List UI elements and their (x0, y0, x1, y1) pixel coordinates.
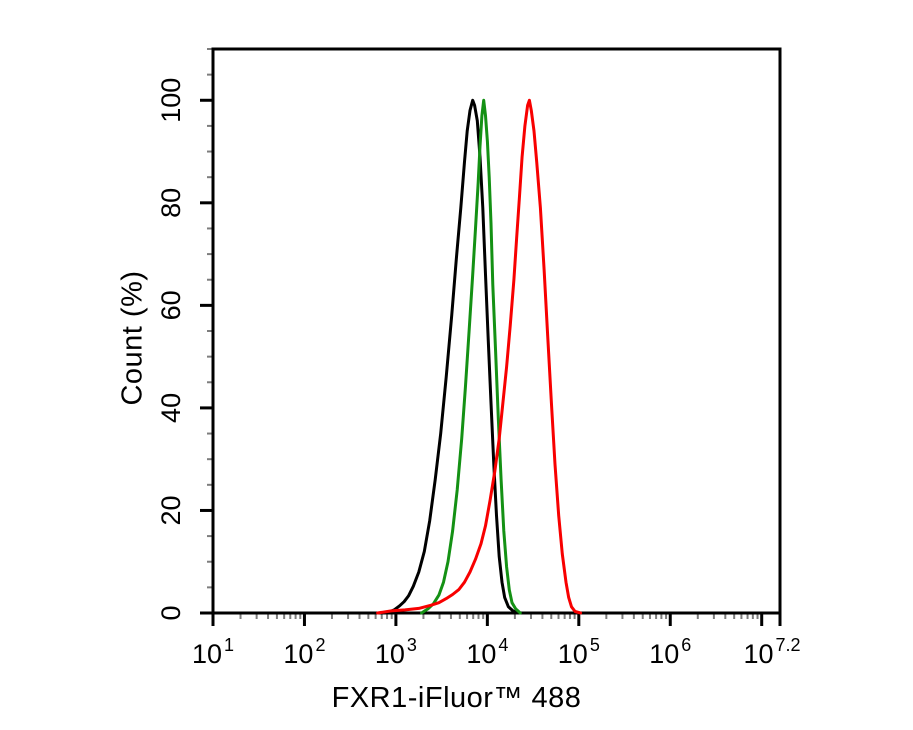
x-tick-label: 10 3 (375, 635, 417, 669)
plot-frame (211, 47, 782, 615)
y-tick-label: 0 (156, 605, 186, 620)
series-black (385, 98, 521, 615)
y-tick-label: 80 (156, 188, 186, 218)
series-green (420, 98, 522, 615)
x-tick-label: 10 2 (283, 635, 325, 669)
x-tick-label: 10 4 (466, 635, 508, 669)
major-ticks (200, 98, 782, 626)
y-tick-label: 20 (156, 495, 186, 525)
y-axis-title: Count (%) (116, 270, 149, 406)
x-axis-title: FXR1-iFluor™ 488 (331, 682, 582, 714)
y-tick-label: 100 (156, 78, 186, 123)
x-tick-label: 10 5 (558, 635, 600, 669)
y-tick-label: 60 (156, 290, 186, 320)
x-tick-label: 10 7.2 (743, 635, 800, 669)
x-tick-label: 10 1 (192, 635, 234, 669)
y-tick-labels: 0 20 40 60 80 100 (156, 78, 186, 621)
series-red (376, 98, 583, 615)
x-tick-label: 10 6 (649, 635, 691, 669)
x-tick-labels: 10 1 10 2 10 3 10 4 10 5 10 6 10 7.2 (192, 635, 801, 669)
y-tick-label: 40 (156, 393, 186, 423)
